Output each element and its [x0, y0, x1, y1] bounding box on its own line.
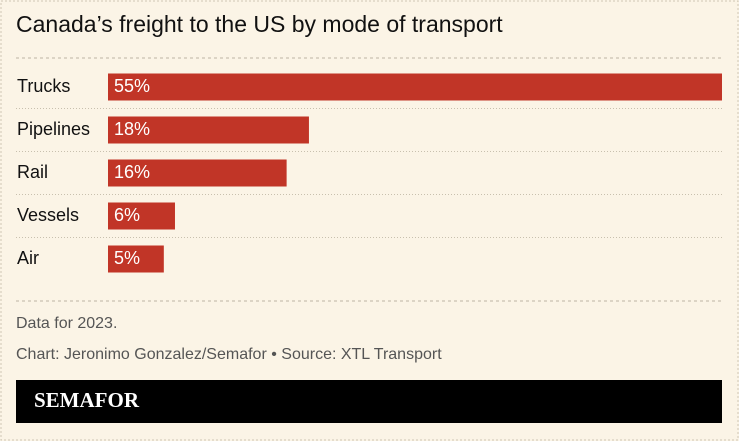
category-label: Rail — [17, 162, 48, 182]
bar — [108, 245, 164, 273]
note: Data for 2023. — [16, 315, 117, 332]
category-label: Air — [17, 248, 39, 268]
source: Chart: Jeronimo Gonzalez/Semafor • Sourc… — [16, 346, 442, 363]
value-label: 5% — [114, 248, 140, 268]
category-label: Vessels — [17, 205, 79, 225]
value-label: 16% — [114, 162, 150, 182]
bar — [108, 116, 309, 144]
bar — [108, 202, 175, 230]
value-label: 55% — [114, 76, 150, 96]
brand-band — [16, 380, 722, 423]
value-label: 6% — [114, 205, 140, 225]
bar — [108, 73, 722, 101]
category-label: Pipelines — [17, 119, 90, 139]
category-label: Trucks — [17, 76, 70, 96]
bar — [108, 159, 287, 187]
chart-title: Canada’s freight to the US by mode of tr… — [16, 11, 503, 37]
brand: SEMAFOR — [34, 388, 140, 412]
value-label: 18% — [114, 119, 150, 139]
